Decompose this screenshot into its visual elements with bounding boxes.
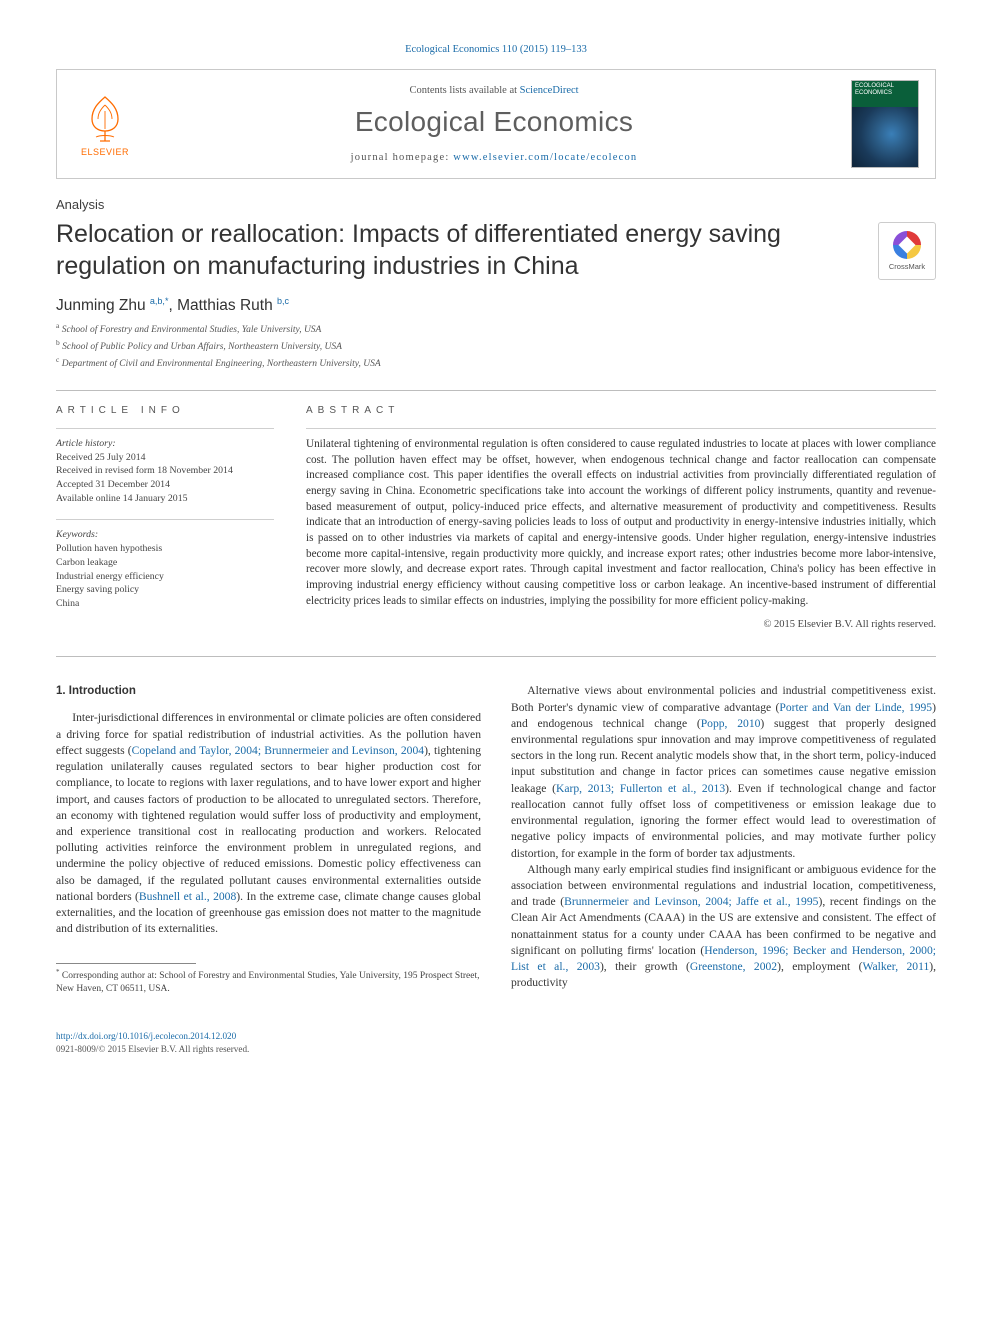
contents-pre: Contents lists available at [409, 85, 519, 96]
cite-porter[interactable]: Porter and Van der Linde, 1995 [779, 701, 932, 714]
history-accepted: Accepted 31 December 2014 [56, 478, 274, 492]
abstract-column: abstract Unilateral tightening of enviro… [306, 405, 936, 630]
history-online: Available online 14 January 2015 [56, 492, 274, 506]
homepage-link[interactable]: www.elsevier.com/locate/ecolecon [453, 152, 637, 163]
affiliation-a: a School of Forestry and Environmental S… [56, 321, 936, 338]
journal-title: Ecological Economics [137, 106, 851, 138]
p1-b: ), tightening regulation unilaterally ca… [56, 744, 481, 903]
article-info-column: article info Article history: Received 2… [56, 405, 274, 630]
history-received: Received 25 July 2014 [56, 451, 274, 465]
header-center: Contents lists available at ScienceDirec… [137, 85, 851, 163]
abstract-rule [306, 428, 936, 429]
journal-ref-link[interactable]: Ecological Economics 110 (2015) 119–133 [405, 44, 587, 55]
page-footer: http://dx.doi.org/10.1016/j.ecolecon.201… [56, 1030, 936, 1055]
crossmark-badge[interactable]: CrossMark [878, 222, 936, 280]
journal-reference: Ecological Economics 110 (2015) 119–133 [56, 44, 936, 55]
affiliations: a School of Forestry and Environmental S… [56, 321, 936, 372]
paragraph-3: Although many early empirical studies fi… [511, 862, 936, 992]
cite-greenstone[interactable]: Greenstone, 2002 [690, 960, 777, 973]
sciencedirect-link[interactable]: ScienceDirect [520, 85, 579, 96]
elsevier-logo[interactable]: ELSEVIER [73, 91, 137, 157]
crossmark-icon [893, 231, 921, 259]
title-row: Relocation or reallocation: Impacts of d… [56, 218, 936, 296]
author-sep: , [168, 297, 177, 314]
elsevier-tree-icon [78, 91, 132, 145]
rule-bottom [56, 656, 936, 657]
info-abstract-row: article info Article history: Received 2… [56, 405, 936, 630]
issn-copyright: 0921-8009/© 2015 Elsevier B.V. All right… [56, 1044, 249, 1054]
section-1-heading: 1. Introduction [56, 683, 481, 699]
cite-karp-fullerton[interactable]: Karp, 2013; Fullerton et al., 2013 [556, 782, 725, 795]
abstract-text: Unilateral tightening of environmental r… [306, 437, 936, 609]
article-title: Relocation or reallocation: Impacts of d… [56, 218, 816, 282]
author-2-affil: b,c [277, 296, 289, 306]
authors: Junming Zhu a,b,*, Matthias Ruth b,c [56, 296, 936, 315]
journal-header-box: ELSEVIER Contents lists available at Sci… [56, 69, 936, 179]
p3-c: ), their growth ( [600, 960, 690, 973]
elsevier-label: ELSEVIER [81, 147, 129, 157]
author-2[interactable]: Matthias Ruth [177, 297, 277, 314]
affiliation-b: b School of Public Policy and Urban Affa… [56, 338, 936, 355]
history-label: Article history: [56, 437, 274, 451]
doi-link[interactable]: http://dx.doi.org/10.1016/j.ecolecon.201… [56, 1031, 236, 1041]
paragraph-1: Inter-jurisdictional differences in envi… [56, 710, 481, 937]
info-rule-2 [56, 519, 274, 520]
corresponding-footnote: * Corresponding author at: School of For… [56, 968, 481, 996]
footnote-text: Corresponding author at: School of Fores… [56, 972, 479, 995]
abstract-copyright: © 2015 Elsevier B.V. All rights reserved… [306, 619, 936, 630]
keywords-block: Keywords: Pollution haven hypothesis Car… [56, 528, 274, 610]
p3-d: ), employment ( [777, 960, 862, 973]
keyword-5: China [56, 597, 274, 611]
page: Ecological Economics 110 (2015) 119–133 … [0, 0, 992, 1095]
paragraph-2: Alternative views about environmental po… [511, 683, 936, 861]
keyword-2: Carbon leakage [56, 556, 274, 570]
contents-line: Contents lists available at ScienceDirec… [137, 85, 851, 96]
crossmark-label: CrossMark [889, 262, 925, 271]
cite-copeland-taylor[interactable]: Copeland and Taylor, 2004; Brunnermeier … [132, 744, 424, 757]
footnote-separator [56, 963, 196, 964]
affil-a-text: School of Forestry and Environmental Stu… [59, 325, 321, 335]
keywords-label: Keywords: [56, 528, 274, 542]
history-revised: Received in revised form 18 November 201… [56, 464, 274, 478]
affil-b-text: School of Public Policy and Urban Affair… [60, 342, 342, 352]
article-type: Analysis [56, 197, 936, 212]
cite-walker[interactable]: Walker, 2011 [862, 960, 929, 973]
rule-top [56, 390, 936, 391]
article-history: Article history: Received 25 July 2014 R… [56, 437, 274, 506]
keyword-4: Energy saving policy [56, 583, 274, 597]
cite-bushnell[interactable]: Bushnell et al., 2008 [139, 890, 236, 903]
homepage-line: journal homepage: www.elsevier.com/locat… [137, 152, 851, 163]
homepage-pre: journal homepage: [351, 152, 454, 163]
cover-title: ECOLOGICAL ECONOMICS [852, 81, 918, 107]
keyword-3: Industrial energy efficiency [56, 570, 274, 584]
author-1[interactable]: Junming Zhu [56, 297, 150, 314]
body-columns: 1. Introduction Inter-jurisdictional dif… [56, 683, 936, 996]
affiliation-c: c Department of Civil and Environmental … [56, 355, 936, 372]
author-1-affil: a,b, [150, 296, 165, 306]
article-info-heading: article info [56, 405, 274, 416]
cover-image [852, 107, 918, 167]
cite-brunnermeier-jaffe[interactable]: Brunnermeier and Levinson, 2004; Jaffe e… [564, 895, 818, 908]
info-rule-1 [56, 428, 274, 429]
journal-cover-thumb[interactable]: ECOLOGICAL ECONOMICS [851, 80, 919, 168]
abstract-heading: abstract [306, 405, 936, 416]
cite-popp[interactable]: Popp, 2010 [701, 717, 761, 730]
affil-c-text: Department of Civil and Environmental En… [59, 359, 380, 369]
keyword-1: Pollution haven hypothesis [56, 542, 274, 556]
